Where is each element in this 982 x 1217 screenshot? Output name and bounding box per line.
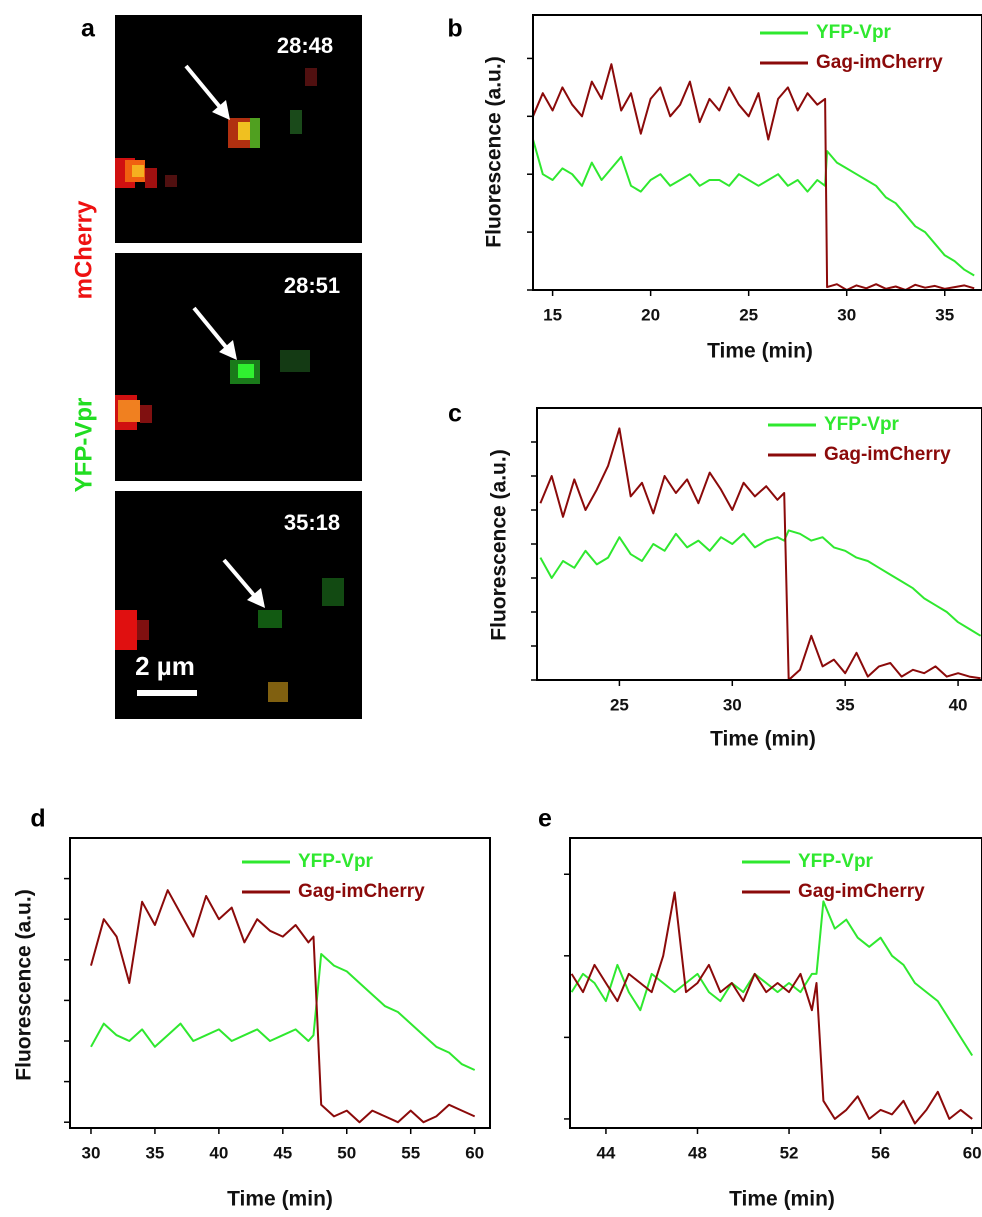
y-axis-label: Fluorescence (a.u.) <box>488 449 511 640</box>
legend-label: YFP-Vpr <box>298 851 374 872</box>
channel-label: YFP-Vpr <box>70 398 97 493</box>
y-axis-label: Fluorescence (a.u.) <box>13 889 36 1080</box>
x-tick-label: 44 <box>596 1143 615 1162</box>
micrograph <box>115 15 362 719</box>
legend-label: YFP-Vpr <box>816 22 892 43</box>
data-line <box>570 891 973 1125</box>
legend-label: YFP-Vpr <box>824 414 900 435</box>
x-tick-label: 40 <box>209 1143 228 1162</box>
plot-frame <box>536 407 982 681</box>
x-tick-label: 35 <box>145 1143 164 1162</box>
data-line <box>539 529 982 637</box>
x-tick-label: 30 <box>82 1143 101 1162</box>
scale-bar-label: 2 µm <box>135 651 195 681</box>
legend-label: Gag-imCherry <box>824 444 951 465</box>
legend-label: Gag-imCherry <box>798 881 925 902</box>
timestamp: 35:18 <box>284 510 340 535</box>
x-tick-label: 30 <box>723 695 742 714</box>
data-line <box>532 63 975 291</box>
data-line <box>539 427 981 681</box>
x-axis-label: Time (min) <box>707 340 813 363</box>
legend-label: YFP-Vpr <box>798 851 874 872</box>
plot-frame <box>532 14 982 291</box>
x-tick-label: 52 <box>780 1143 799 1162</box>
x-tick-label: 45 <box>273 1143 292 1162</box>
x-axis-label: Time (min) <box>710 728 816 751</box>
x-tick-label: 60 <box>963 1143 982 1162</box>
x-tick-label: 50 <box>337 1143 356 1162</box>
channel-label: mCherry <box>70 200 97 299</box>
legend-label: Gag-imCherry <box>816 52 943 73</box>
x-tick-label: 60 <box>465 1143 484 1162</box>
panel-letter: d <box>30 805 45 833</box>
x-tick-label: 35 <box>935 305 954 324</box>
y-axis-label: Fluorescence (a.u.) <box>483 56 506 247</box>
panel-letter: c <box>448 400 462 428</box>
x-tick-label: 25 <box>610 695 629 714</box>
panel-letter: a <box>81 15 96 43</box>
timestamp: 28:51 <box>284 273 340 298</box>
x-tick-label: 56 <box>871 1143 890 1162</box>
x-tick-label: 55 <box>401 1143 420 1162</box>
x-tick-label: 25 <box>739 305 758 324</box>
data-line <box>570 900 974 1057</box>
plot-frame <box>569 837 982 1129</box>
x-tick-label: 35 <box>836 695 855 714</box>
x-axis-label: Time (min) <box>227 1188 333 1211</box>
x-tick-label: 15 <box>543 305 562 324</box>
data-line <box>90 953 476 1071</box>
x-tick-label: 20 <box>641 305 660 324</box>
x-axis-label: Time (min) <box>729 1188 835 1211</box>
x-tick-label: 30 <box>837 305 856 324</box>
x-tick-label: 48 <box>688 1143 707 1162</box>
data-line <box>90 889 476 1124</box>
plot-frame <box>69 837 491 1129</box>
panel-letter: b <box>447 15 462 43</box>
x-tick-label: 40 <box>949 695 968 714</box>
data-line <box>532 139 975 277</box>
legend-label: Gag-imCherry <box>298 881 425 902</box>
panel-letter: e <box>538 805 552 833</box>
timestamp: 28:48 <box>277 33 333 58</box>
